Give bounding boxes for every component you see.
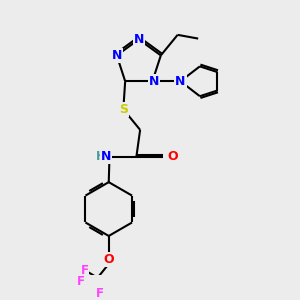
Text: N: N [134, 33, 144, 46]
Text: O: O [168, 150, 178, 163]
Text: N: N [175, 75, 186, 88]
Text: F: F [95, 287, 104, 300]
Text: O: O [103, 253, 114, 266]
Text: H: H [96, 150, 106, 163]
Text: N: N [149, 75, 160, 88]
Text: F: F [80, 264, 88, 277]
Text: F: F [77, 275, 85, 288]
Text: N: N [101, 150, 111, 163]
Text: S: S [119, 103, 128, 116]
Text: N: N [112, 49, 122, 62]
